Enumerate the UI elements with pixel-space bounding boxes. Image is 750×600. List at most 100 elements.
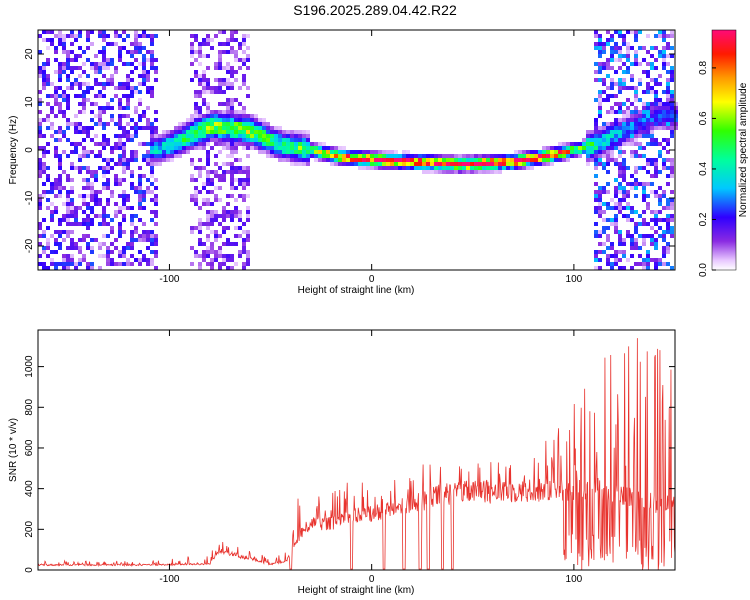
- spectrogram-cell: [218, 198, 222, 202]
- y-tick-label: 0: [24, 567, 35, 573]
- spectrogram-cell: [610, 106, 614, 110]
- spectrogram-cell: [646, 250, 650, 254]
- spectrogram-cell: [626, 182, 630, 186]
- spectrogram-cell: [38, 66, 42, 70]
- spectrogram-cell: [654, 94, 658, 98]
- spectrogram-cell: [178, 146, 182, 150]
- spectrogram-cell: [610, 266, 614, 270]
- spectrogram-cell: [618, 54, 622, 58]
- spectrogram-cell: [150, 262, 154, 266]
- spectrogram-cell: [266, 134, 270, 138]
- spectrogram-cell: [618, 50, 622, 54]
- spectrogram-cell: [98, 242, 102, 246]
- spectrogram-cell: [90, 210, 94, 214]
- spectrogram-cell: [646, 82, 650, 86]
- spectrogram-cell: [58, 190, 62, 194]
- spectrogram-cell: [58, 62, 62, 66]
- spectrogram-cell: [134, 34, 138, 38]
- spectrogram-cell: [118, 210, 122, 214]
- spectrogram-cell: [286, 154, 290, 158]
- spectrogram-cell: [634, 118, 638, 122]
- spectrogram-cell: [242, 50, 246, 54]
- spectrogram-cell: [602, 162, 606, 166]
- spectrogram-cell: [66, 210, 70, 214]
- spectrogram-cell: [202, 90, 206, 94]
- spectrogram-cell: [650, 118, 654, 122]
- spectrogram-cell: [114, 210, 118, 214]
- spectrogram-cell: [554, 146, 558, 150]
- spectrogram-cell: [610, 154, 614, 158]
- spectrogram-cell: [654, 126, 658, 130]
- spectrogram-cell: [38, 234, 42, 238]
- spectrogram-cell: [66, 34, 70, 38]
- spectrogram-cell: [562, 158, 566, 162]
- spectrogram-cell: [234, 242, 238, 246]
- spectrogram-cell: [62, 150, 66, 154]
- spectrogram-cell: [154, 250, 158, 254]
- spectrogram-cell: [610, 218, 614, 222]
- spectrogram-cell: [534, 150, 538, 154]
- spectrogram-cell: [102, 158, 106, 162]
- spectrogram-cell: [626, 166, 630, 170]
- spectrogram-cell: [126, 158, 130, 162]
- spectrogram-cell: [618, 58, 622, 62]
- spectrogram-cell: [154, 234, 158, 238]
- spectrogram-cell: [658, 234, 662, 238]
- spectrogram-cell: [86, 82, 90, 86]
- spectrogram-cell: [614, 130, 618, 134]
- spectrogram-cell: [426, 162, 430, 166]
- spectrogram-cell: [598, 66, 602, 70]
- spectrogram-cell: [202, 254, 206, 258]
- spectrogram-cell: [70, 30, 74, 34]
- spectrogram-cell: [98, 110, 102, 114]
- spectrogram-cell: [206, 38, 210, 42]
- spectrogram-cell: [294, 154, 298, 158]
- spectrogram-cell: [218, 214, 222, 218]
- spectrogram-cell: [118, 142, 122, 146]
- spectrogram-cell: [446, 166, 450, 170]
- spectrogram-cell: [290, 138, 294, 142]
- spectrogram-cell: [594, 98, 598, 102]
- spectrogram-cell: [230, 174, 234, 178]
- spectrogram-cell: [130, 70, 134, 74]
- spectrogram-cell: [190, 230, 194, 234]
- spectrogram-cell: [146, 186, 150, 190]
- spectrogram-cell: [498, 154, 502, 158]
- spectrogram-cell: [614, 50, 618, 54]
- spectrogram-cell: [58, 66, 62, 70]
- spectrogram-cell: [626, 142, 630, 146]
- spectrogram-cell: [638, 122, 642, 126]
- spectrogram-cell: [74, 126, 78, 130]
- spectrogram-cell: [598, 90, 602, 94]
- spectrogram-cell: [86, 98, 90, 102]
- spectrogram-cell: [58, 186, 62, 190]
- spectrogram-cell: [586, 154, 590, 158]
- spectrogram-cell: [662, 34, 666, 38]
- spectrogram-cell: [594, 222, 598, 226]
- spectrogram-cell: [214, 134, 218, 138]
- spectrogram-cell: [658, 126, 662, 130]
- spectrogram-cell: [42, 218, 46, 222]
- spectrogram-cell: [106, 202, 110, 206]
- spectrogram-cell: [82, 166, 86, 170]
- spectrogram-cell: [42, 182, 46, 186]
- spectrogram-cell: [674, 118, 678, 122]
- spectrogram-cell: [238, 138, 242, 142]
- spectrogram-cell: [226, 78, 230, 82]
- spectrogram-cell: [138, 114, 142, 118]
- spectrogram-cell: [202, 78, 206, 82]
- spectrogram-cell: [226, 82, 230, 86]
- spectrogram-cell: [226, 50, 230, 54]
- spectrogram-cell: [334, 162, 338, 166]
- spectrogram-cell: [318, 142, 322, 146]
- spectrogram-cell: [118, 234, 122, 238]
- spectrogram-cell: [242, 126, 246, 130]
- spectrogram-cell: [138, 74, 142, 78]
- spectrogram-cell: [654, 210, 658, 214]
- spectrogram-cell: [226, 138, 230, 142]
- spectrogram-cell: [138, 42, 142, 46]
- spectrogram-cell: [670, 110, 674, 114]
- y-tick-label: 1000: [24, 355, 35, 378]
- spectrogram-cell: [282, 130, 286, 134]
- spectrogram-cell: [606, 246, 610, 250]
